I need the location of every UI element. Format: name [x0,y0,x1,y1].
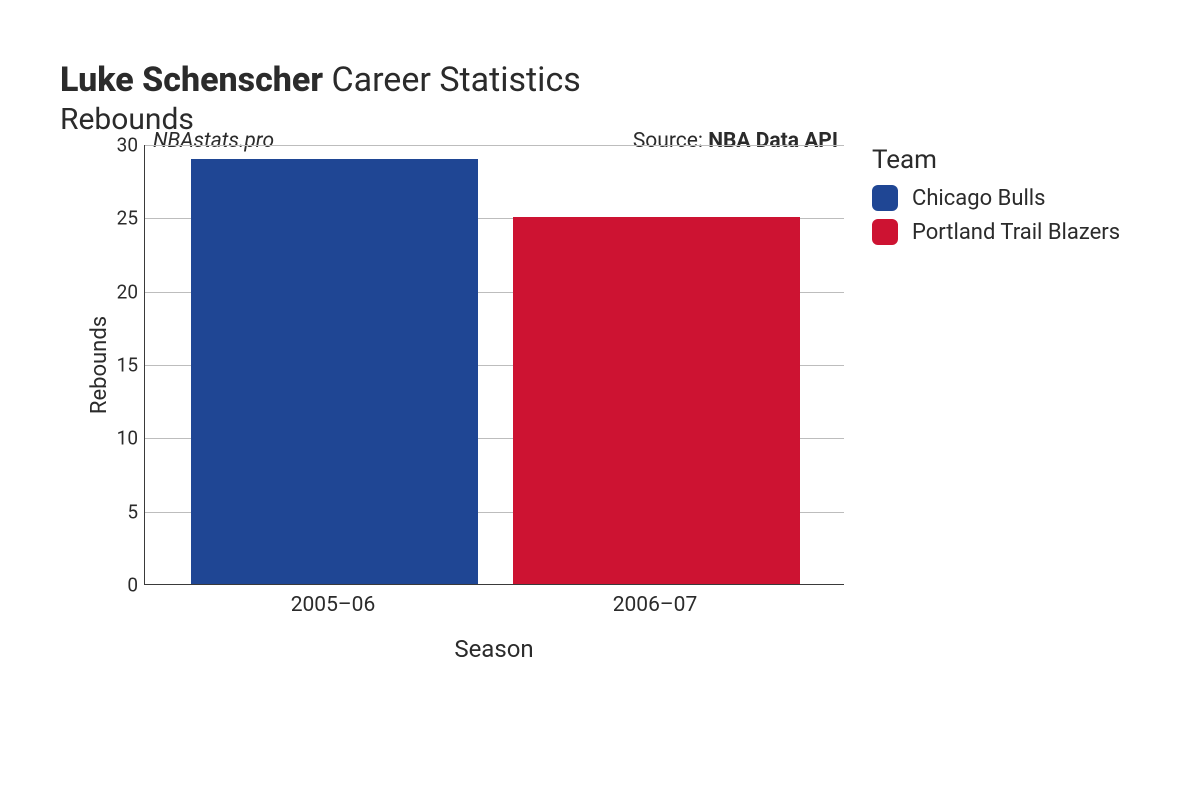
y-tick-label: 0 [127,574,138,597]
x-tick-label: 2005–06 [291,593,376,617]
y-ticks-col: 051015202530 [100,145,144,585]
title-line-1: Luke Schenscher Career Statistics [60,60,1160,100]
legend-title: Team [872,145,1120,175]
legend-swatch [872,219,898,245]
y-tick-label: 30 [117,134,138,157]
legend-item: Chicago Bulls [872,185,1120,211]
x-tick-label: 2006–07 [613,593,698,617]
title-player: Luke Schenscher [60,60,323,100]
bar [513,217,800,584]
y-tick-label: 20 [117,280,138,303]
y-tick-label: 10 [117,427,138,450]
x-axis-label: Season [144,635,844,663]
legend: Team Chicago Bulls Portland Trail Blazers [872,145,1120,253]
plot-area: NBAstats.pro Source: NBA Data API [144,145,844,585]
legend-label: Portland Trail Blazers [912,220,1120,245]
source-line: Source: NBA Data API [633,129,838,153]
chart-row: Rebounds 051015202530 NBAstats.pro Sourc… [60,145,1160,663]
chart-col: Rebounds 051015202530 NBAstats.pro Sourc… [60,145,844,663]
legend-label: Chicago Bulls [912,186,1046,211]
plot-col: NBAstats.pro Source: NBA Data API 2005–0… [144,145,844,663]
y-axis-label-col: Rebounds [60,145,100,585]
title-block: Luke Schenscher Career Statistics Reboun… [60,60,1160,137]
watermark: NBAstats.pro [153,129,274,153]
title-suffix: Career Statistics [331,60,580,100]
legend-swatch [872,185,898,211]
source-name: NBA Data API [708,129,838,153]
y-tick-label: 25 [117,207,138,230]
bar [191,159,478,584]
gridline [145,145,844,146]
legend-item: Portland Trail Blazers [872,219,1120,245]
y-tick-label: 5 [127,500,138,523]
source-label: Source: [633,129,708,153]
chart-container: Luke Schenscher Career Statistics Reboun… [0,0,1200,800]
y-tick-label: 15 [117,354,138,377]
